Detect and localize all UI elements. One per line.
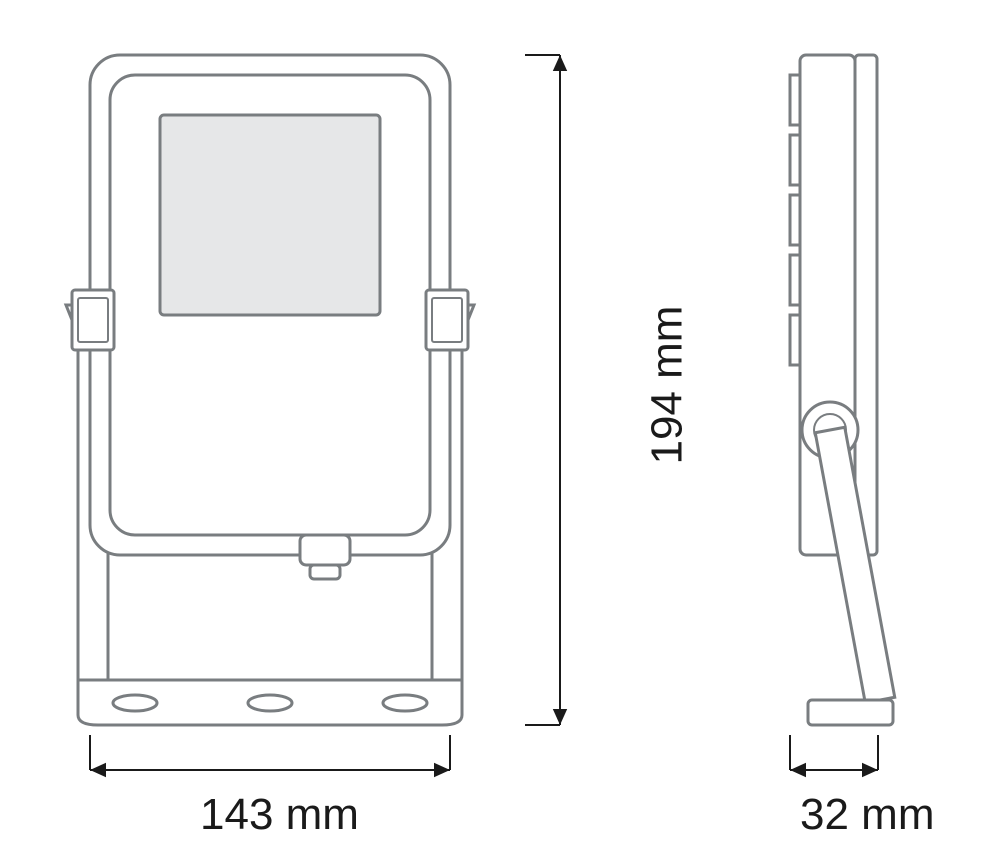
height-label: 194 mm (642, 306, 692, 465)
drawing-svg (0, 0, 1000, 855)
width-label: 143 mm (200, 790, 359, 840)
technical-drawing: 143 mm 194 mm 32 mm (0, 0, 1000, 855)
depth-label: 32 mm (800, 790, 934, 840)
